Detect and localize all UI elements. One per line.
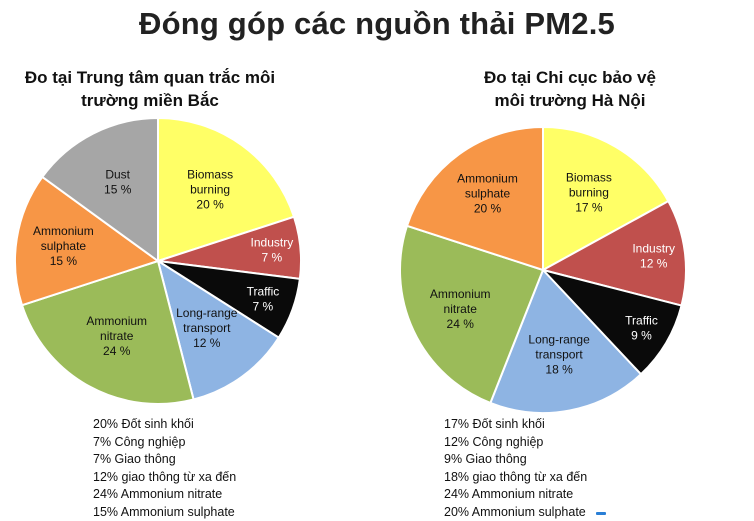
right-slice-pct-long-range-transport: 18 % (545, 362, 573, 376)
left-slice-pct-long-range-transport: 12 % (193, 336, 221, 350)
right-slice-pct-ammonium-sulphate: 20 % (474, 202, 502, 216)
left-slice-pct-industry: 7 % (262, 251, 283, 265)
right-note-item: 12% Công nghiệp (444, 434, 587, 452)
right-note-item: 24% Ammonium nitrate (444, 486, 587, 504)
right-slice-name-biomass-burning: burning (569, 186, 609, 200)
left-slice-name-ammonium-nitrate: nitrate (100, 329, 134, 343)
right-slice-pct-biomass-burning: 17 % (575, 201, 603, 215)
left-slice-name-traffic: Traffic (247, 284, 280, 298)
left-note-item: 20% Đốt sinh khối (93, 416, 236, 434)
right-slice-name-biomass-burning: Biomass (566, 171, 612, 185)
right-slice-name-industry: Industry (632, 242, 675, 256)
right-note-item: 20% Ammonium sulphate (444, 504, 587, 521)
right-slice-pct-industry: 12 % (640, 257, 668, 271)
left-slice-name-ammonium-sulphate: Ammonium (33, 224, 94, 238)
right-slice-name-long-range-transport: Long-range (528, 332, 590, 346)
right-slice-pct-traffic: 9 % (631, 329, 652, 343)
left-note-item: 7% Giao thông (93, 451, 236, 469)
left-slice-pct-dust: 15 % (104, 183, 132, 197)
right-note-item: 17% Đốt sinh khối (444, 416, 587, 434)
text-cursor-mark (596, 512, 606, 515)
right-slice-name-ammonium-nitrate: nitrate (444, 302, 478, 316)
left-note-item: 24% Ammonium nitrate (93, 486, 236, 504)
left-slice-name-long-range-transport: transport (183, 321, 231, 335)
right-slice-name-ammonium-sulphate: sulphate (465, 187, 511, 201)
left-slice-name-biomass-burning: burning (190, 182, 230, 196)
right-note-item: 18% giao thông từ xa đến (444, 469, 587, 487)
right-slice-pct-ammonium-nitrate: 24 % (447, 317, 475, 331)
left-slice-name-biomass-burning: Biomass (187, 167, 233, 181)
left-slice-pct-ammonium-nitrate: 24 % (103, 344, 131, 358)
left-slice-name-dust: Dust (105, 168, 130, 182)
right-slice-name-traffic: Traffic (625, 314, 658, 328)
left-slice-pct-ammonium-sulphate: 15 % (50, 254, 78, 268)
left-note-item: 12% giao thông từ xa đến (93, 469, 236, 487)
left-slice-name-long-range-transport: Long-range (176, 306, 238, 320)
left-notes-list: 20% Đốt sinh khối 7% Công nghiệp 7% Giao… (93, 416, 236, 521)
left-note-item: 7% Công nghiệp (93, 434, 236, 452)
left-slice-name-ammonium-nitrate: Ammonium (86, 314, 147, 328)
right-note-item: 9% Giao thông (444, 451, 587, 469)
right-slice-name-ammonium-nitrate: Ammonium (430, 287, 491, 301)
left-slice-pct-biomass-burning: 20 % (196, 197, 224, 211)
right-slice-name-ammonium-sulphate: Ammonium (457, 172, 518, 186)
left-slice-name-industry: Industry (251, 236, 294, 250)
right-slice-name-long-range-transport: transport (535, 347, 583, 361)
right-notes-list: 17% Đốt sinh khối 12% Công nghiệp 9% Gia… (444, 416, 587, 521)
left-note-item: 15% Ammonium sulphate (93, 504, 236, 521)
left-slice-pct-traffic: 7 % (253, 299, 274, 313)
left-slice-name-ammonium-sulphate: sulphate (41, 239, 87, 253)
